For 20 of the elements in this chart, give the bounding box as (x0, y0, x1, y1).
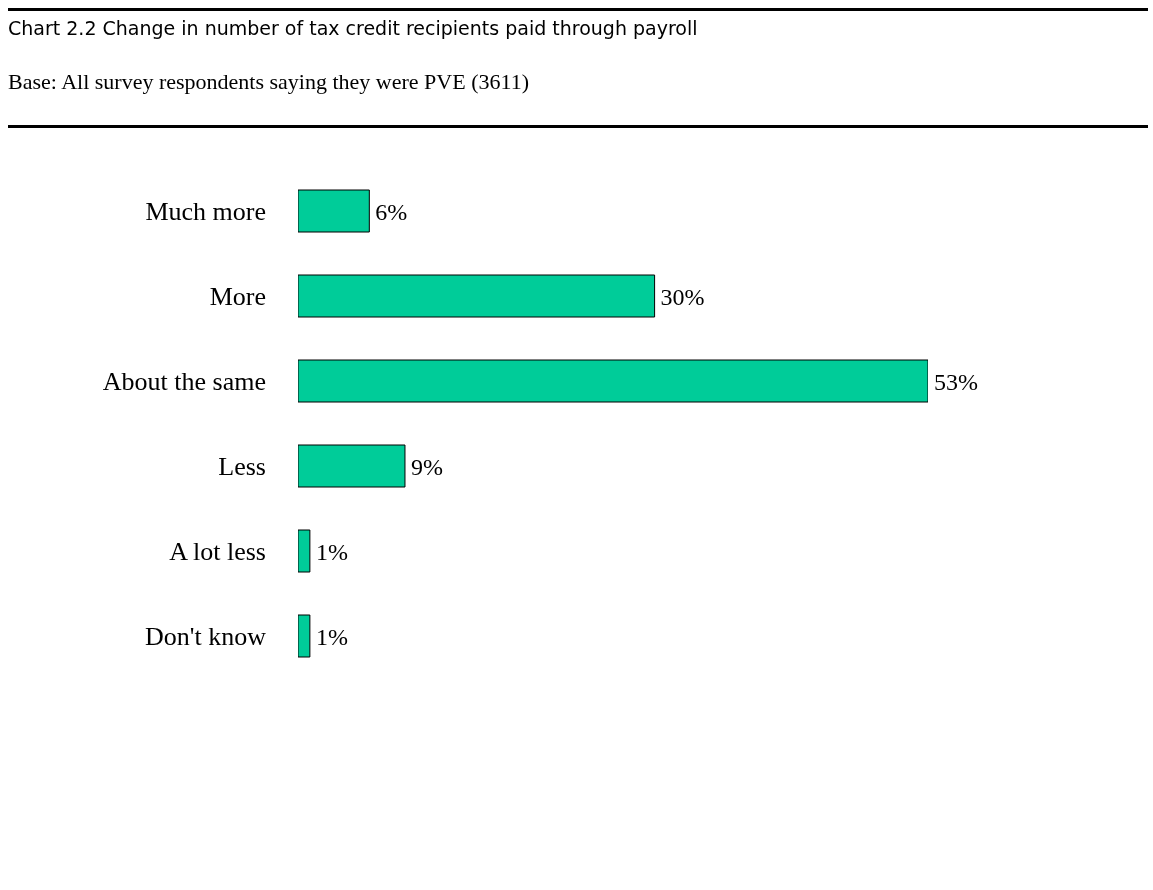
y-tick-label: Less (218, 451, 266, 481)
bar (298, 529, 311, 573)
bar (298, 614, 311, 658)
data-label: 1% (315, 623, 348, 650)
data-label: 30% (660, 283, 705, 310)
y-tick-label: Much more (145, 196, 266, 226)
bar (298, 444, 406, 488)
data-label: 6% (375, 198, 408, 225)
bar (298, 274, 656, 318)
y-tick-label: Don't know (145, 621, 267, 651)
y-tick-label: About the same (102, 366, 266, 396)
chart-title: Chart 2.2 Change in number of tax credit recipients paid through payroll (8, 17, 699, 39)
bar (298, 359, 928, 403)
data-label: 53% (934, 368, 978, 395)
data-label: 9% (410, 453, 443, 480)
bar (298, 189, 370, 233)
y-tick-label: More (209, 281, 266, 311)
chart-subtitle: Base: All survey respondents saying they were PVE (3611) (8, 69, 530, 95)
data-label: 1% (315, 538, 348, 565)
y-tick-label: A lot less (169, 536, 266, 566)
